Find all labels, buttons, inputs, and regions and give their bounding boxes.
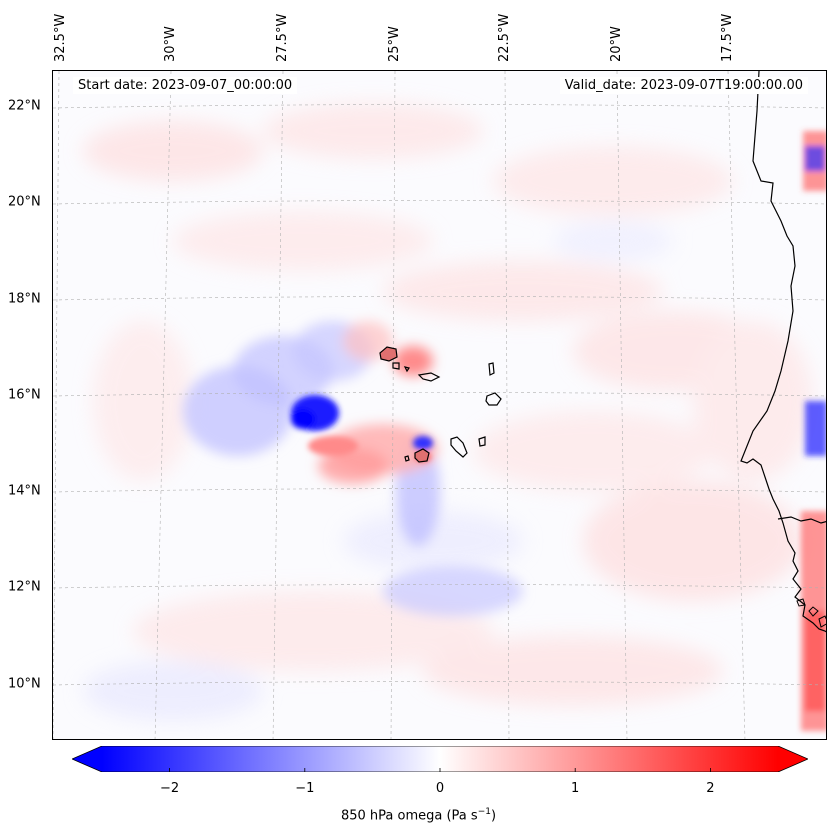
colorbar-min-extend (72, 746, 102, 772)
island-maio (478, 436, 486, 447)
bijagos-islands (796, 598, 826, 628)
lon-label-22-5w: 22.5°W (497, 13, 512, 62)
colorbar-variable: 850 hPa omega (340, 808, 443, 824)
island-brava (404, 455, 410, 462)
coastal-band (801, 131, 826, 731)
cb-tick-label: −1 (295, 781, 315, 796)
colorbar-max-extend (778, 746, 808, 772)
gambia-coast (777, 516, 826, 524)
lat-label-22n: 22°N (8, 98, 41, 114)
island-fogo (414, 448, 430, 463)
lat-label-18n: 18°N (8, 291, 41, 307)
lon-label-30w: 30°W (163, 26, 178, 62)
lat-label-10n: 10°N (8, 676, 41, 692)
valid-date-label: Valid_date: 2023-09-07T19:00:00.00 (559, 77, 808, 94)
cb-tick-label: −2 (160, 781, 180, 796)
lon-label-17-5w: 17.5°W (720, 13, 735, 62)
africa-coastline (740, 71, 826, 633)
lon-label-32-5w: 32.5°W (53, 13, 68, 62)
island-santo-antao (379, 346, 398, 362)
island-sao-vicente (392, 362, 400, 370)
lat-label-14n: 14°N (8, 483, 41, 499)
storm-structure (183, 321, 523, 616)
colorbar-gradient (102, 746, 778, 772)
island-sal (488, 362, 495, 376)
colorbar (72, 746, 808, 772)
start-date-label: Start date: 2023-09-07_00:00:00 (73, 77, 298, 94)
gridlines (53, 71, 826, 739)
island-sao-nicolau (417, 372, 441, 382)
lat-label-16n: 16°N (8, 387, 41, 403)
colorbar-ticks (169, 768, 711, 772)
island-boa-vista (485, 392, 502, 406)
lat-label-20n: 20°N (8, 194, 41, 210)
island-santiago (450, 436, 468, 458)
weak-field-background (83, 103, 813, 721)
lon-label-20w: 20°W (609, 26, 624, 62)
colorbar-units: Pa s (451, 808, 478, 824)
island-santa-luzia (403, 366, 410, 373)
map-panel: Start date: 2023-09-07_00:00:00 Valid_da… (52, 70, 827, 740)
cb-tick-label: 2 (706, 781, 715, 796)
cb-tick-label: 0 (435, 781, 445, 796)
omega-field-map (53, 71, 826, 739)
cape-verde-islands (379, 346, 502, 463)
colorbar-units-exponent: −1 (477, 807, 491, 817)
lon-label-27-5w: 27.5°W (275, 13, 290, 62)
lat-label-12n: 12°N (8, 579, 41, 595)
colorbar-label: 850 hPa omega (Pa s−1) (340, 807, 497, 824)
lon-label-25w: 25°W (387, 26, 402, 62)
storm-core (291, 395, 433, 462)
cb-tick-label: 1 (571, 781, 580, 796)
